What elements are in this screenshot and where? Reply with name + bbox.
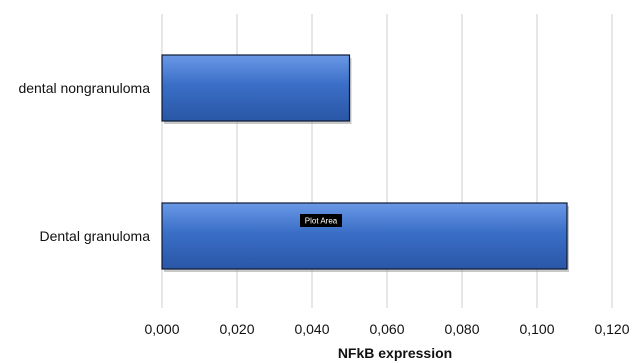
- tooltip-text: Plot Area: [305, 217, 338, 226]
- x-tick-label: 0,040: [294, 321, 329, 337]
- bars: [161, 54, 569, 272]
- bar-0: [161, 54, 351, 122]
- category-label: Dental granuloma: [39, 228, 150, 244]
- x-tick-label: 0,020: [219, 321, 254, 337]
- category-label: dental nongranuloma: [18, 80, 150, 96]
- x-tick-label: 0,100: [519, 321, 554, 337]
- x-tick-labels: 0,000 0,020 0,040 0,060 0,080 0,100 0,120: [144, 321, 629, 337]
- x-axis-title: NFkB expression: [338, 345, 452, 361]
- category-labels: dental nongranuloma Dental granuloma: [18, 80, 150, 244]
- x-tick-label: 0,060: [369, 321, 404, 337]
- bar-1: [161, 202, 568, 270]
- x-tick-label: 0,120: [594, 321, 629, 337]
- x-tick-label: 0,080: [444, 321, 479, 337]
- tooltip-background: [300, 214, 342, 227]
- plot-area-tooltip: Plot Area: [300, 214, 342, 227]
- x-tick-label: 0,000: [144, 321, 179, 337]
